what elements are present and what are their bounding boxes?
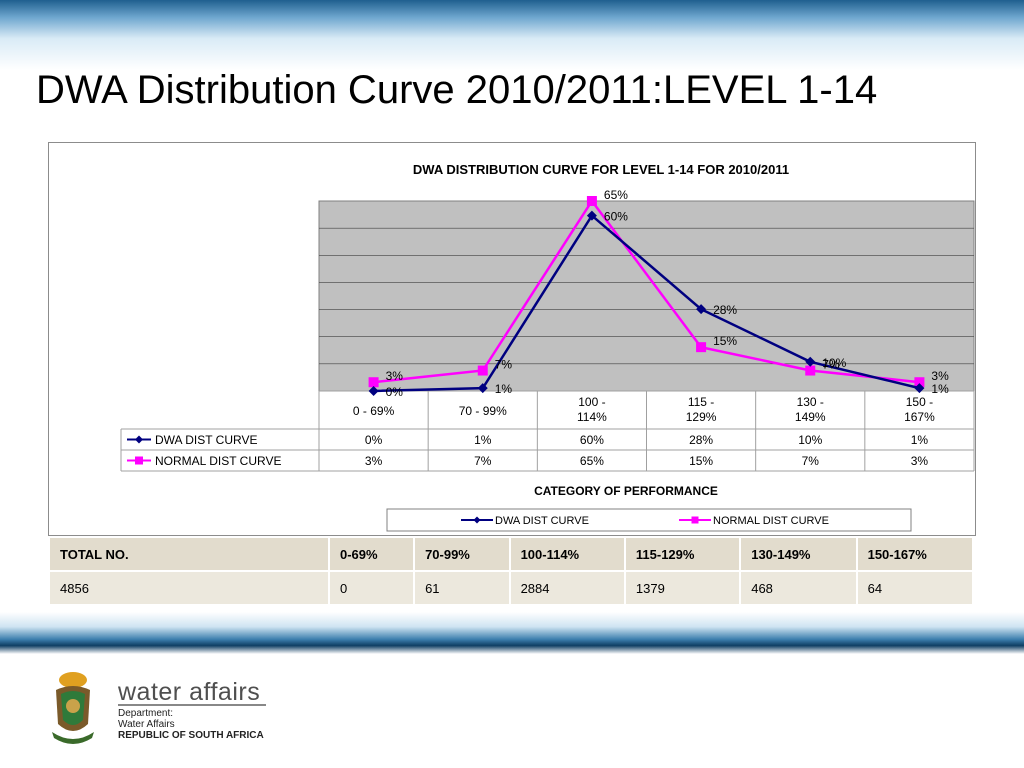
table-cell-value: 3% [911,454,929,468]
stats-value-row: 4856 0 61 2884 1379 468 64 [50,572,972,604]
x-tick-label: 0 - 69% [353,404,395,418]
stats-header-cell: 100-114% [510,538,624,570]
stats-value-cell: 1379 [625,572,740,604]
data-label: 1% [931,382,949,396]
table-cell-value: 28% [689,433,713,447]
data-point [914,383,925,394]
legend-label: NORMAL DIST CURVE [713,515,829,527]
data-point [696,304,707,315]
distribution-chart: DWA DISTRIBUTION CURVE FOR LEVEL 1-14 FO… [120,162,975,532]
stats-header-cell: 0-69% [330,538,414,570]
legend-label: DWA DIST CURVE [495,515,589,527]
stats-header-cell: 70-99% [415,538,509,570]
coat-of-arms-logo [52,672,94,744]
table-legend-marker [135,435,143,444]
x-tick-label: 115 - [688,395,714,409]
x-tick-label: 100 - [578,395,605,409]
data-point [368,386,379,396]
x-tick-label: 114% [577,410,607,424]
water-banner-bottom [0,612,1024,654]
logo-divider [118,704,266,706]
data-point [805,356,816,367]
chart-frame: DWA DISTRIBUTION CURVE FOR LEVEL 1-14 FO… [48,142,976,536]
data-point [586,210,597,221]
logo-department-name: Water Affairs [118,719,175,730]
stats-value-cell: 0 [330,572,414,604]
data-label: 7% [822,358,840,372]
data-point [477,365,488,376]
x-tick-label: 70 - 99% [459,404,507,418]
x-axis-title: CATEGORY OF PERFORMANCE [534,484,718,498]
stats-header-cell: 115-129% [625,538,740,570]
table-cell-value: 7% [802,454,820,468]
data-label: 10% [822,356,846,370]
stats-value-cell: 468 [741,572,856,604]
x-tick-label: 150 - [906,395,933,409]
x-tick-label: 167% [904,410,935,424]
data-point [368,377,379,388]
x-tick-label: 129% [686,410,717,424]
slide-title: DWA Distribution Curve 2010/2011:LEVEL 1… [36,68,878,112]
table-legend-marker [135,456,143,465]
logo-wordmark: water affairs [118,678,261,706]
logo-department-label: Department: [118,708,174,719]
plot-area [318,200,975,392]
stats-value-cell: 64 [857,572,972,604]
stats-value-cell: 4856 [50,572,328,604]
x-tick-label: 130 - [797,395,824,409]
table-series-name: DWA DIST CURVE [155,433,257,447]
stats-value-cell: 2884 [510,572,624,604]
data-label: 28% [713,303,737,317]
table-cell-value: 15% [689,454,713,468]
series-line [373,213,920,393]
data-point [477,383,488,394]
x-tick-label: 149% [795,410,826,424]
stats-header-cell: TOTAL NO. [50,538,328,570]
stats-value-cell: 61 [415,572,509,604]
chart-title: DWA DISTRIBUTION CURVE FOR LEVEL 1-14 FO… [413,162,789,177]
table-cell-value: 0% [365,433,383,447]
stats-header-cell: 150-167% [857,538,972,570]
data-label: 0% [386,385,404,399]
data-label: 65% [604,188,628,202]
stats-header-cell: 130-149% [741,538,856,570]
legend-marker [473,516,481,524]
data-label: 60% [604,210,628,224]
table-cell-value: 1% [474,433,492,447]
table-cell-value: 3% [365,454,383,468]
table-cell-value: 7% [474,454,492,468]
table-cell-value: 1% [911,433,929,447]
data-label: 7% [495,358,513,372]
table-cell-value: 65% [580,454,604,468]
data-point [696,342,707,353]
table-cell-value: 60% [580,433,604,447]
stats-table: TOTAL NO. 0-69% 70-99% 100-114% 115-129%… [48,536,974,606]
legend-box [386,508,912,532]
data-point [914,377,925,388]
series-line [373,198,920,384]
stats-header-row: TOTAL NO. 0-69% 70-99% 100-114% 115-129%… [50,538,972,570]
legend-marker [691,516,699,524]
data-point [805,365,816,376]
data-label: 15% [713,334,737,348]
table-cell-value: 10% [798,433,822,447]
table-series-name: NORMAL DIST CURVE [155,454,281,468]
data-point [586,196,597,206]
data-label: 3% [931,369,949,383]
data-label: 3% [386,369,404,383]
water-banner-top [0,0,1024,70]
logo-country: REPUBLIC OF SOUTH AFRICA [118,730,264,741]
data-label: 1% [495,382,513,396]
